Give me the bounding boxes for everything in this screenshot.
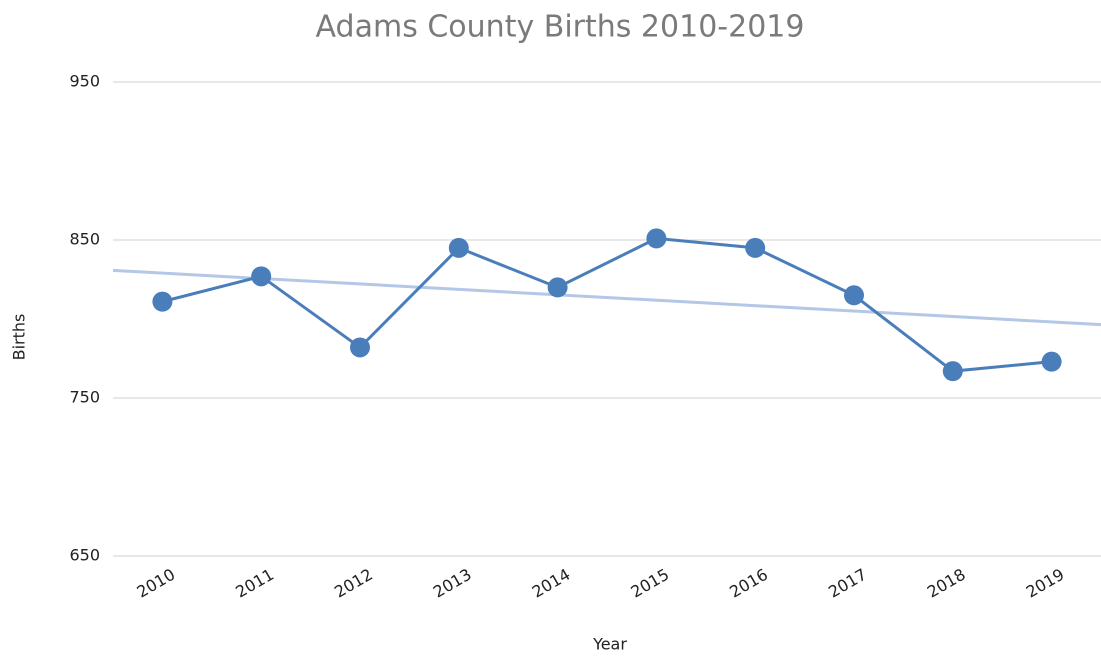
data-point xyxy=(547,277,568,298)
x-tick-label: 2018 xyxy=(924,565,969,602)
x-tick-label: 2010 xyxy=(134,565,179,602)
y-tick-label: 850 xyxy=(69,230,100,249)
data-point xyxy=(1041,351,1062,372)
x-tick-label: 2011 xyxy=(232,565,277,602)
chart-title: Adams County Births 2010-2019 xyxy=(316,10,805,45)
y-tick-label: 950 xyxy=(69,72,100,91)
y-tick-label: 650 xyxy=(69,546,100,565)
x-tick-label: 2012 xyxy=(331,565,376,602)
x-axis-label: Year xyxy=(592,635,627,654)
x-tick-label: 2019 xyxy=(1023,565,1068,602)
x-tick-label: 2017 xyxy=(825,565,870,602)
data-point xyxy=(942,361,963,382)
data-point xyxy=(844,285,864,306)
data-point xyxy=(745,237,766,258)
x-tick-label: 2015 xyxy=(628,565,673,602)
y-tick-label: 750 xyxy=(69,388,100,407)
x-tick-label: 2013 xyxy=(430,565,475,602)
data-point xyxy=(646,228,667,249)
x-tick-label: 2016 xyxy=(726,565,771,602)
data-point xyxy=(448,237,469,258)
series-line xyxy=(162,236,1052,373)
y-axis-label: Births xyxy=(10,314,29,361)
data-point xyxy=(152,291,173,312)
trendline xyxy=(112,268,1101,327)
data-point xyxy=(251,266,272,287)
x-tick-label: 2014 xyxy=(529,565,574,602)
data-point xyxy=(350,337,370,358)
